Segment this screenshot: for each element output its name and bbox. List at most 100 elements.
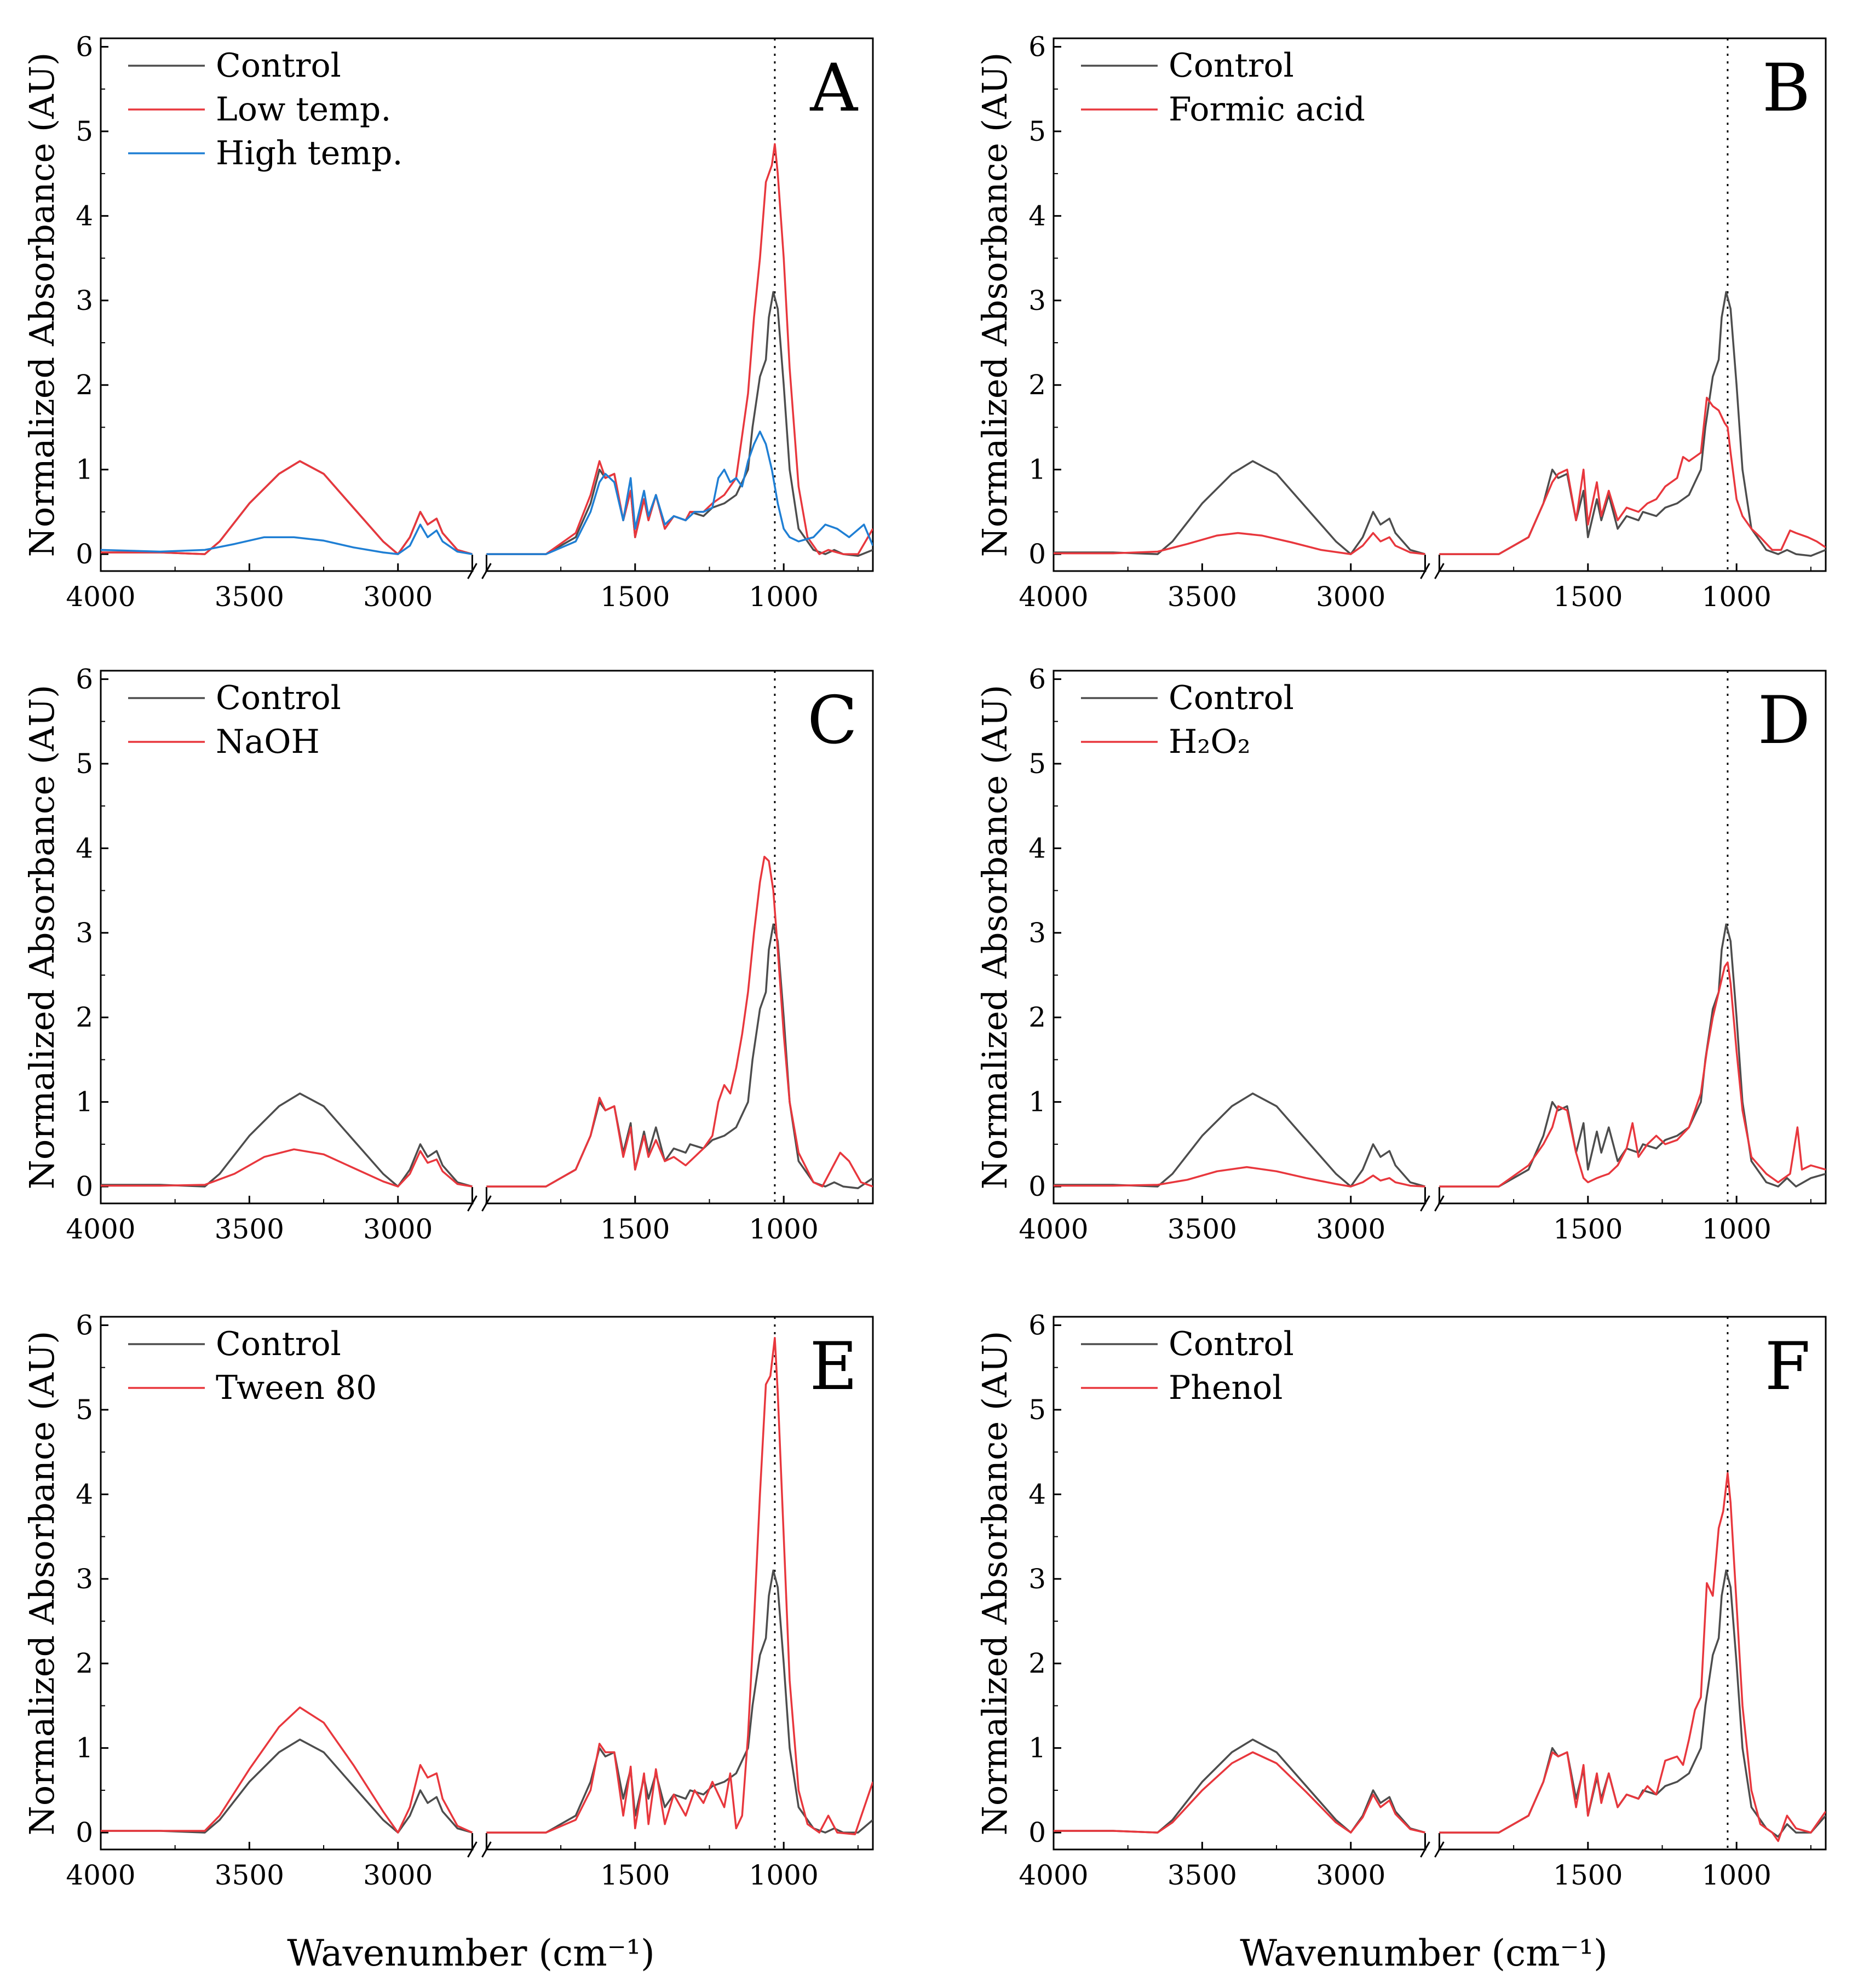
series-line-2-segment-2 [1439,961,1826,1188]
legend-label: Control [216,1325,341,1363]
y-tick-label: 4 [76,832,93,864]
series-line-1-segment-1 [1054,460,1425,555]
series-group [101,143,873,557]
series-group [101,856,873,1189]
x-tick-label: 1000 [1702,1213,1772,1245]
series-line-2-segment-1 [101,1148,473,1188]
x-tick-label: 3000 [363,581,433,613]
series-line-1-segment-1 [101,460,473,555]
y-tick-label: 4 [1028,1478,1046,1510]
series-line-2-segment-2 [1439,1472,1826,1842]
x-tick-label: 3500 [215,1859,284,1891]
x-tick-label: 3500 [215,581,284,613]
series-line-2-segment-1 [101,1706,473,1834]
x-axis-label-left: Wavenumber (cm⁻¹) [287,1932,655,1974]
y-tick-label: 0 [76,1171,93,1202]
series-line-1-segment-1 [101,1738,473,1834]
legend-label: NaOH [216,723,320,761]
y-tick-label: 0 [1028,1171,1046,1202]
axis-break-gap [1426,1201,1439,1206]
y-tick-label: 1 [1028,1732,1046,1764]
y-tick-label: 3 [1028,917,1046,949]
x-tick-label: 4000 [1019,1213,1088,1245]
x-tick-label: 1500 [600,581,670,613]
y-tick-label: 2 [1028,1001,1046,1033]
y-tick-label: 0 [1028,1817,1046,1848]
y-tick-label: 4 [76,200,93,232]
series-line-1-segment-1 [101,1092,473,1188]
y-tick-label: 2 [76,1001,93,1033]
y-tick-label: 0 [76,538,93,570]
x-tick-label: 1000 [1702,581,1772,613]
series-line-2-segment-2 [1439,396,1826,555]
legend-label: Control [1169,1325,1294,1363]
series-line-1-segment-2 [1439,923,1826,1188]
y-tick-label: 1 [76,1732,93,1764]
x-tick-label: 1500 [600,1213,670,1245]
y-tick-label: 6 [76,663,93,695]
x-tick-label: 3000 [1316,581,1385,613]
x-tick-label: 1000 [749,1859,819,1891]
legend-label: Control [216,679,341,717]
chart-panel-f: 0 1 2 3 4 5 6 4000 3500 3000 1500 1000 Normalized Ab… [975,1309,1827,1891]
y-tick-label: 6 [76,1309,93,1341]
axis-break-gap [473,1201,486,1206]
x-tick-label: 3000 [1316,1859,1385,1891]
y-tick-label: 2 [1028,369,1046,401]
legend-label: High temp. [216,134,403,172]
series-line-1-segment-2 [486,291,873,557]
x-tick-label: 3000 [363,1213,433,1245]
x-tick-label: 4000 [1019,581,1088,613]
series-line-1-segment-1 [1054,1092,1425,1188]
y-axis-label: Normalized Absorbance (AU) [975,53,1015,557]
y-tick-label: 6 [1028,31,1046,62]
x-tick-label: 4000 [66,1859,135,1891]
series-group [1054,1472,1826,1842]
series-line-2-segment-2 [486,856,873,1188]
y-tick-label: 3 [1028,1563,1046,1595]
y-axis-label: Normalized Absorbance (AU) [22,1331,62,1836]
legend-label: Tween 80 [216,1369,377,1407]
x-tick-label: 1500 [600,1859,670,1891]
y-tick-label: 3 [76,285,93,316]
y-tick-label: 2 [76,1647,93,1679]
series-line-2-segment-1 [1054,532,1425,555]
axis-break-gap [473,569,486,573]
x-tick-label: 1000 [749,1213,819,1245]
series-line-2-segment-2 [486,143,873,555]
x-tick-label: 3500 [1167,1213,1237,1245]
y-tick-label: 5 [76,1394,93,1426]
y-axis-label: Normalized Absorbance (AU) [22,685,62,1190]
y-tick-label: 5 [76,748,93,780]
y-tick-label: 4 [1028,200,1046,232]
legend-label: Control [216,47,341,85]
x-tick-label: 1500 [1553,1213,1623,1245]
chart-panel-c: 0 1 2 3 4 5 6 4000 3500 3000 1500 1000 Normalized Ab… [22,663,874,1245]
x-tick-label: 1000 [749,581,819,613]
series-line-2-segment-1 [1054,1166,1425,1188]
y-axis-label: Normalized Absorbance (AU) [975,685,1015,1190]
x-tick-label: 1500 [1553,581,1623,613]
x-tick-label: 3500 [1167,1859,1237,1891]
panel-letter: A [809,50,858,126]
y-tick-label: 4 [76,1478,93,1510]
panel-letter: E [809,1329,858,1405]
y-tick-label: 5 [76,116,93,147]
y-tick-label: 3 [1028,285,1046,316]
x-tick-label: 4000 [1019,1859,1088,1891]
y-tick-label: 2 [76,369,93,401]
y-tick-label: 5 [1028,748,1046,780]
x-tick-label: 4000 [66,1213,135,1245]
y-tick-label: 1 [1028,454,1046,486]
y-tick-label: 0 [76,1817,93,1848]
y-tick-label: 1 [76,454,93,486]
y-tick-label: 4 [1028,832,1046,864]
panel-letter: C [807,683,858,759]
y-axis-label: Normalized Absorbance (AU) [22,53,62,557]
x-tick-label: 1500 [1553,1859,1623,1891]
axis-break-gap [473,1847,486,1852]
x-axis-label-right: Wavenumber (cm⁻¹) [1240,1932,1608,1974]
series-line-1-segment-1 [1054,1738,1425,1834]
y-tick-label: 1 [76,1086,93,1118]
